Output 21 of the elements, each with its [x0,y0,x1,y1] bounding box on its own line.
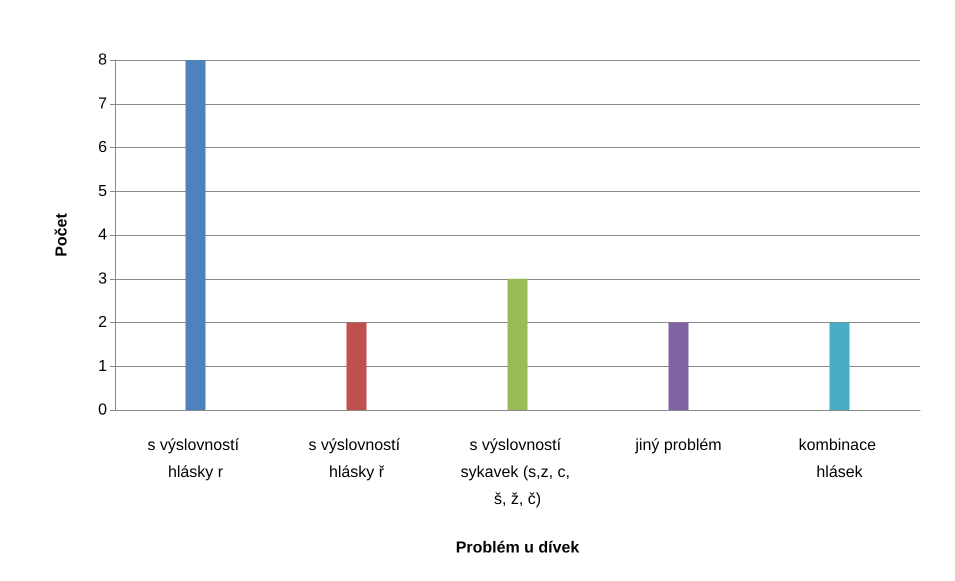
y-tick-label: 3 [98,270,108,288]
y-tick-label: 4 [98,226,108,244]
bar [830,322,850,410]
y-tick-label: 5 [98,182,108,200]
y-tick-label: 2 [98,314,108,331]
y-tick-label: 8 [98,52,108,68]
x-tick-label: s výslovností sykavek (s,z, c, š, ž, č) [460,437,574,508]
x-tick-label: jiný problém [634,437,722,454]
y-axis-title: Počet [54,212,70,257]
y-tick-label: 0 [98,402,108,418]
bar [346,322,366,410]
bar [668,322,688,410]
x-axis-title: Problém u dívek [456,540,580,556]
x-tick-label: s výslovností hlásky ř [308,437,405,481]
bar [186,60,206,410]
x-tick-label: s výslovností hlásky r [147,437,244,481]
bar [508,278,528,410]
y-tick-label: 7 [98,95,108,112]
y-tick-label: 1 [98,358,108,375]
x-tick-label: kombinace hlásek [798,437,880,481]
y-tick-label: 6 [98,139,108,156]
